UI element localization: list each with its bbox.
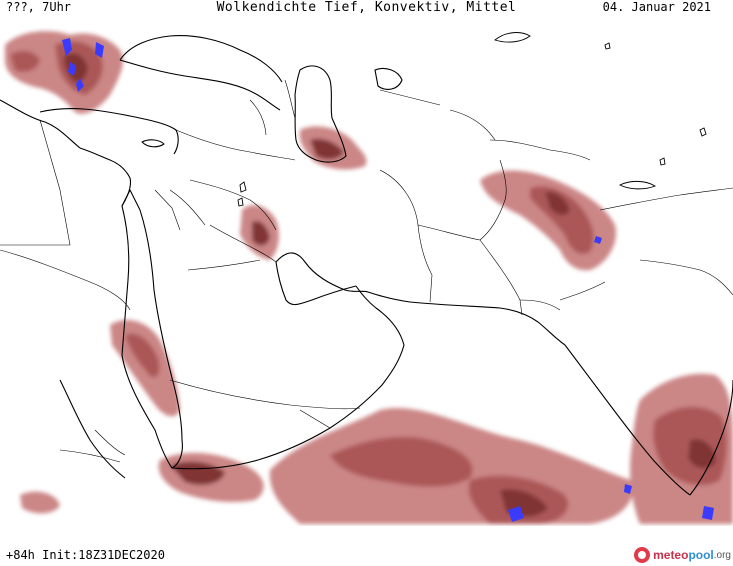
cloud-area-south-india bbox=[630, 373, 733, 524]
cloud-area-caspian bbox=[299, 126, 367, 170]
cloud-area-horn bbox=[20, 491, 60, 514]
forecast-date: 04. Januar 2021 bbox=[602, 0, 711, 14]
coastlines bbox=[0, 35, 733, 496]
borders bbox=[0, 79, 733, 463]
cloud-area-yemen bbox=[158, 452, 264, 503]
meteopool-logo-icon bbox=[634, 547, 651, 563]
logo-text-pool: pool bbox=[688, 548, 714, 562]
cloud-area-arabian-sea bbox=[269, 407, 633, 524]
cloud-layer bbox=[5, 31, 733, 524]
cloud-area-redsea bbox=[110, 320, 180, 417]
logo-text-meteo: meteo bbox=[653, 548, 689, 562]
logo-text-org: .org bbox=[713, 549, 731, 561]
header: ???, 7Uhr Wolkendichte Tief, Konvektiv, … bbox=[0, 0, 733, 20]
cloud-area-pakistan bbox=[480, 170, 616, 271]
map-title: Wolkendichte Tief, Konvektiv, Mittel bbox=[216, 0, 517, 15]
weather-map bbox=[0, 31, 733, 524]
cloud-cores bbox=[62, 38, 714, 522]
islands bbox=[237, 32, 707, 207]
run-label: ???, 7Uhr bbox=[6, 0, 72, 14]
forecast-info: +84h Init:18Z31DEC2020 bbox=[6, 548, 165, 562]
meteopool-logo[interactable]: meteo pool .org bbox=[634, 545, 731, 565]
